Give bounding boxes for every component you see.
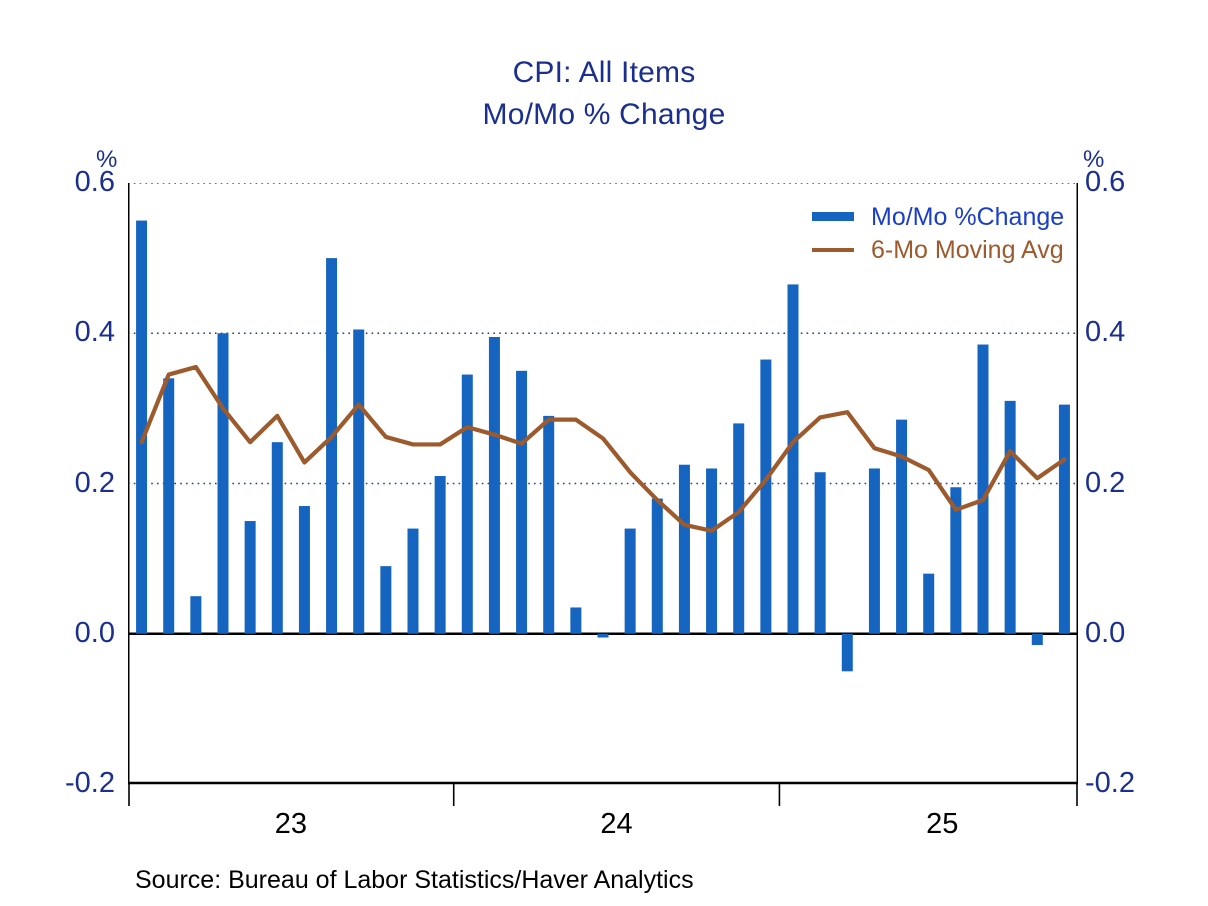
- chart-title-line-2: Mo/Mo % Change: [482, 98, 726, 131]
- chart-legend: Mo/Mo %Change 6-Mo Moving Avg: [812, 200, 1092, 266]
- bar: [651, 498, 663, 634]
- bar: [624, 528, 636, 634]
- bar: [570, 607, 582, 634]
- y-tick-label-left--0.2: -0.2: [65, 767, 115, 799]
- bar: [678, 464, 690, 634]
- y-axis-unit-left: %: [96, 146, 118, 173]
- bar: [868, 468, 880, 634]
- bar: [380, 566, 392, 634]
- x-tick-label-24: 24: [600, 808, 633, 840]
- bar: [760, 359, 772, 634]
- bar: [488, 337, 500, 634]
- bar: [326, 258, 338, 634]
- y-axis-unit-right: %: [1083, 146, 1105, 173]
- bar: [1004, 400, 1016, 634]
- chart-canvas: [128, 183, 1078, 806]
- bar: [461, 374, 473, 634]
- y-tick-label-right--0.2: -0.2: [1085, 767, 1135, 799]
- bar: [353, 329, 365, 634]
- bar: [407, 528, 419, 634]
- y-tick-label-left-0.4: 0.4: [74, 316, 115, 349]
- bar: [896, 419, 908, 634]
- bar: [706, 468, 718, 634]
- bar: [923, 573, 935, 634]
- plot-area: [128, 183, 1078, 806]
- bar: [950, 487, 962, 634]
- bar: [1031, 633, 1043, 646]
- bar: [543, 415, 555, 634]
- bar: [597, 633, 609, 638]
- bar: [814, 472, 826, 634]
- legend-swatch-line-icon: [812, 247, 862, 252]
- bar: [787, 284, 799, 634]
- x-tick-label-23: 23: [274, 808, 307, 840]
- bar-series: [136, 220, 1070, 672]
- source-note: Source: Bureau of Labor Statistics/Haver…: [135, 866, 694, 894]
- bar: [217, 333, 229, 634]
- page-title: CPI: All Items Mo/Mo % Change: [0, 52, 1208, 136]
- moving-average-line: [139, 364, 1067, 533]
- y-tick-label-right-0.4: 0.4: [1085, 316, 1126, 349]
- bar: [977, 344, 989, 634]
- bar: [244, 521, 256, 634]
- legend-swatch-bar-icon: [812, 212, 862, 221]
- y-tick-label-left-0.2: 0.2: [74, 466, 115, 499]
- bar: [733, 423, 745, 634]
- legend-label-bars: Mo/Mo %Change: [871, 202, 1065, 231]
- y-tick-label-right-0.6: 0.6: [1085, 166, 1126, 198]
- legend-item-moving-average: 6-Mo Moving Avg: [812, 233, 1092, 266]
- bar: [516, 370, 528, 634]
- bar: [1058, 404, 1070, 634]
- bar: [841, 633, 853, 672]
- bar: [298, 506, 310, 634]
- legend-label-moving-average: 6-Mo Moving Avg: [871, 235, 1064, 264]
- chart-title-line-1: CPI: All Items: [512, 56, 696, 89]
- bar: [190, 596, 202, 634]
- legend-item-bars: Mo/Mo %Change: [812, 200, 1092, 233]
- y-tick-label-right-0.0: 0.0: [1085, 616, 1126, 649]
- bar: [163, 378, 175, 634]
- y-tick-label-left-0.0: 0.0: [74, 616, 115, 649]
- bar: [434, 475, 446, 634]
- y-tick-label-left-0.6: 0.6: [74, 166, 115, 198]
- bar: [136, 220, 148, 634]
- x-tick-label-25: 25: [926, 808, 959, 840]
- y-tick-label-right-0.2: 0.2: [1085, 466, 1126, 499]
- bar: [271, 442, 283, 634]
